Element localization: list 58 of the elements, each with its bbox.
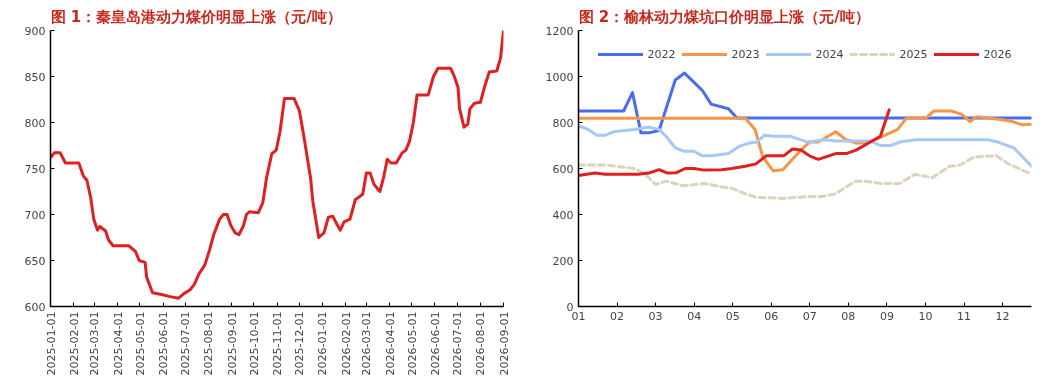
legend-label: 2023 [731, 47, 760, 61]
line-series [578, 109, 1032, 173]
y-tick-label: 800 [552, 116, 574, 130]
x-tick-label: 2026-02-01 [339, 311, 353, 376]
x-tick-label: 04 [687, 309, 702, 323]
line-series [578, 124, 1032, 168]
x-tick-label: 2026-05-01 [405, 311, 419, 376]
y-tick-label: 200 [552, 254, 574, 268]
y-tick-label: 1200 [545, 24, 574, 38]
x-tick-label: 2025-11-01 [271, 311, 284, 376]
y-tick-label: 900 [24, 24, 46, 38]
x-tick-label: 2025-10-01 [247, 311, 261, 376]
x-tick-label: 12 [995, 309, 1010, 323]
x-tick-label: 2026-06-01 [428, 311, 442, 376]
x-tick-label: 05 [725, 309, 740, 323]
x-tick-label: 2025-08-01 [202, 311, 216, 376]
x-tick-label: 2025-06-01 [157, 311, 171, 376]
y-tick-label: 850 [24, 70, 46, 84]
line-series [578, 108, 891, 177]
x-tick-label: 11 [957, 309, 972, 323]
x-tick-label: 2025-01-01 [44, 311, 58, 376]
y-tick-label: 400 [552, 208, 574, 222]
x-tick-label: 03 [648, 309, 663, 323]
x-tick-label: 2025-04-01 [111, 311, 125, 376]
x-tick-label: 06 [764, 309, 779, 323]
x-tick-label: 2025-05-01 [133, 311, 147, 376]
x-tick-label: 09 [879, 309, 894, 323]
x-tick-label: 2026-01-01 [316, 311, 330, 376]
x-tick-label: 02 [610, 309, 625, 323]
x-tick-label: 2025-09-01 [225, 311, 239, 376]
x-tick-label: 08 [841, 309, 856, 323]
x-tick-label: 2026-04-01 [383, 311, 397, 376]
y-tick-label: 750 [24, 162, 46, 176]
line-series [50, 30, 504, 300]
legend-label: 2022 [647, 47, 676, 61]
x-tick-label: 2026-03-01 [360, 311, 374, 376]
x-tick-label: 2026-08-01 [474, 311, 488, 376]
x-tick-label: 07 [802, 309, 817, 323]
y-tick-label: 700 [24, 208, 46, 222]
y-tick-label: 650 [24, 254, 46, 268]
legend-label: 2025 [899, 47, 928, 61]
legend-label: 2026 [983, 47, 1012, 61]
x-tick-label: 2026-07-01 [451, 311, 465, 376]
y-tick-label: 800 [24, 116, 46, 130]
x-tick-label: 10 [918, 309, 933, 323]
y-tick-label: 1000 [545, 70, 574, 84]
x-tick-label: 2025-07-01 [179, 311, 193, 376]
x-tick-label: 2026-09-01 [497, 311, 511, 376]
y-tick-label: 600 [24, 300, 46, 314]
legend-label: 2024 [815, 47, 844, 61]
x-tick-label: 2025-02-01 [67, 311, 81, 376]
x-tick-label: 01 [571, 309, 586, 323]
chart-title: 图 2：榆林动力煤坑口价明显上涨（元/吨） [578, 7, 870, 26]
x-tick-label: 2025-12-01 [293, 311, 307, 376]
y-tick-label: 600 [552, 162, 574, 176]
x-tick-label: 2025-03-01 [88, 311, 102, 376]
line-series [578, 154, 1032, 200]
chart-title: 图 1：秦皇岛港动力煤价明显上涨（元/吨） [50, 7, 342, 26]
